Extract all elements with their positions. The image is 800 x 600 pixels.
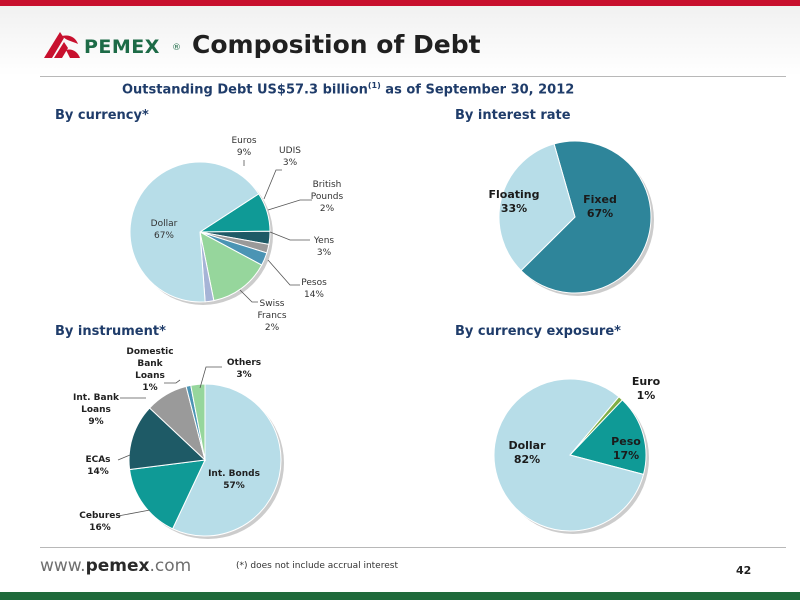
label-pesos-name: Pesos [301, 278, 327, 288]
website-prefix: www. [40, 556, 86, 576]
pemex-logo-icon [44, 32, 80, 58]
pie-slice-peso [569, 399, 647, 476]
label-dollar-value: 67% [153, 231, 174, 241]
footer-divider [40, 547, 786, 548]
label-euro-value: 1% [636, 389, 656, 402]
label-int-bonds-name: Int. Bonds [208, 469, 260, 479]
page-subtitle: Outstanding Debt US$57.3 billion(1) as o… [122, 81, 574, 97]
pie-by-interest-rate [498, 140, 654, 296]
pie-slice-pesos [199, 231, 263, 302]
website-link[interactable]: www.pemex.com [40, 556, 191, 576]
leader-lines [117, 160, 312, 517]
label-yens-value: 3% [316, 248, 332, 258]
brand-registered-mark: ® [172, 43, 181, 53]
page-number: 42 [736, 564, 752, 577]
pie-slice-cebures [129, 459, 206, 530]
label-int-bank-loans-name: Int. Bank Loans [73, 393, 119, 415]
label-floating-name: Floating [488, 188, 540, 201]
chart-title-by-currency-exposure: By currency exposure* [455, 324, 621, 339]
label-others-name: Others [226, 358, 262, 368]
label-ecas-value: 14% [87, 467, 109, 477]
footnote: (*) does not include accrual interest [236, 561, 398, 571]
pie-by-currency [129, 161, 273, 305]
brand-name: PEMEX [84, 36, 160, 58]
label-euros-value: 9% [236, 148, 252, 158]
label-peso: Peso 17% [604, 435, 648, 463]
label-int-bank-loans: Int. Bank Loans 9% [70, 392, 122, 428]
chart-title-by-currency: By currency* [55, 108, 149, 123]
label-domestic-bank-loans-value: 1% [142, 383, 158, 393]
label-floating: Floating 33% [488, 188, 540, 216]
label-floating-value: 33% [500, 202, 528, 215]
pie-slice-dollar [493, 378, 645, 532]
label-int-bonds-value: 57% [223, 481, 245, 491]
label-dollar-exposure-name: Dollar [508, 439, 546, 452]
label-cebures: Cebures 16% [78, 510, 122, 534]
label-domestic-bank-loans-name: Domestic Bank Loans [126, 347, 174, 381]
label-int-bank-loans-value: 9% [88, 417, 104, 427]
pie-by-currency-exposure [493, 378, 649, 534]
label-fixed-value: 67% [586, 207, 614, 220]
label-british-pounds: British Pounds 2% [304, 179, 350, 215]
label-others: Others 3% [222, 357, 266, 381]
label-udis-name: UDIS [279, 146, 301, 156]
label-cebures-value: 16% [89, 523, 111, 533]
label-udis: UDIS 3% [270, 145, 310, 169]
label-dollar-exposure: Dollar 82% [504, 439, 550, 467]
website-brand: pemex [85, 556, 150, 576]
label-yens: Yens 3% [304, 235, 344, 259]
website-suffix: .com [149, 556, 192, 576]
label-yens-name: Yens [313, 236, 335, 246]
label-swiss-francs-name: Swiss Francs [257, 299, 287, 321]
pie-slice-floating [498, 143, 576, 272]
subtitle-footnote-ref: (1) [367, 81, 381, 90]
label-dollar-name: Dollar [150, 219, 178, 229]
chart-title-by-interest-rate: By interest rate [455, 108, 571, 123]
label-dollar: Dollar 67% [142, 218, 186, 242]
page-title: Composition of Debt [192, 30, 481, 59]
pie-slice-int-bonds [171, 383, 282, 537]
bottom-accent-bar [0, 592, 800, 600]
pie-slice-ecas [128, 407, 207, 471]
label-swiss-francs-value: 2% [264, 323, 280, 333]
label-pesos-value: 14% [303, 290, 324, 300]
label-pesos: Pesos 14% [294, 277, 334, 301]
header-background [0, 6, 800, 76]
label-euros-name: Euros [231, 136, 257, 146]
pie-slice-dollar [129, 161, 260, 303]
label-ecas: ECAs 14% [78, 454, 118, 478]
label-ecas-name: ECAs [85, 455, 111, 465]
pie-by-instrument [128, 383, 284, 539]
label-euro-name: Euro [631, 375, 661, 388]
subtitle-date: as of September 30, 2012 [380, 82, 575, 98]
label-peso-name: Peso [611, 435, 641, 448]
label-euro: Euro 1% [626, 375, 666, 403]
title-divider [40, 76, 786, 77]
label-dollar-exposure-value: 82% [513, 453, 541, 466]
label-british-pounds-value: 2% [319, 204, 335, 214]
label-int-bonds: Int. Bonds 57% [206, 468, 262, 492]
label-udis-value: 3% [282, 158, 298, 168]
label-others-value: 3% [236, 370, 252, 380]
label-euros: Euros 9% [224, 135, 264, 159]
pie-slice-others [190, 383, 206, 461]
label-british-pounds-name: British Pounds [310, 180, 344, 202]
label-fixed: Fixed 67% [578, 193, 622, 221]
label-domestic-bank-loans: Domestic Bank Loans 1% [124, 346, 176, 394]
label-fixed-name: Fixed [583, 193, 617, 206]
subtitle-main: Outstanding Debt US$57.3 billion [122, 82, 368, 98]
top-accent-bar [0, 0, 800, 6]
pie-slice-fixed [520, 140, 652, 294]
label-peso-value: 17% [612, 449, 640, 462]
label-cebures-name: Cebures [79, 511, 121, 521]
chart-title-by-instrument: By instrument* [55, 324, 166, 339]
label-swiss-francs: Swiss Francs 2% [250, 298, 294, 334]
